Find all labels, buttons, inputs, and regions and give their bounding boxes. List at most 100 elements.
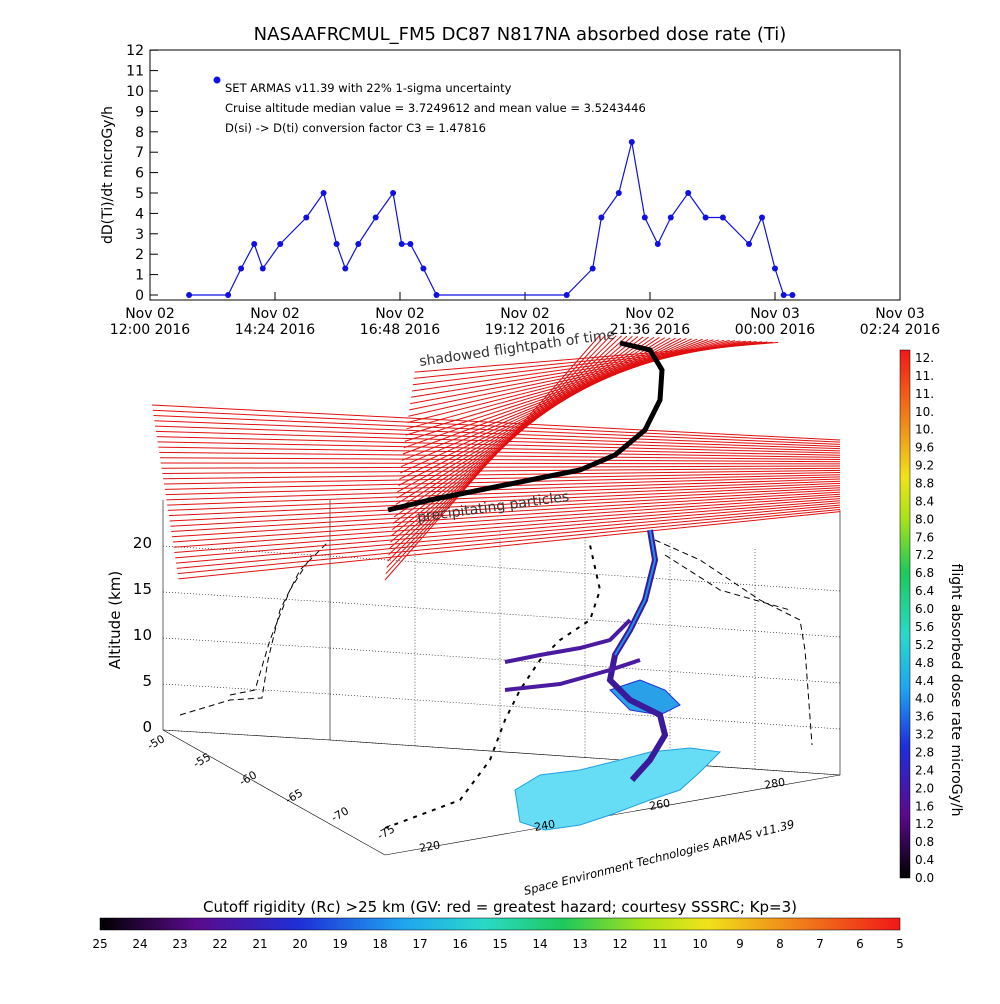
top-y-tick-label: 8: [135, 125, 144, 141]
top-x-tick-date: Nov 02: [375, 306, 425, 322]
grid-line: [162, 591, 331, 603]
top-y-tick-label: 4: [135, 206, 144, 222]
hazard-plane-line: [173, 498, 841, 548]
hazard-plane-line: [162, 467, 841, 475]
grid-line: [162, 545, 331, 557]
hazard-plane-line: [167, 482, 841, 511]
grid-line: [162, 637, 331, 649]
grid-line: [329, 647, 841, 684]
hazard-plane-line: [163, 472, 841, 485]
altitude-tick-label: 20: [133, 534, 152, 552]
dose-rate-point: [259, 265, 266, 272]
colorbar-tick-label: 3.6: [915, 710, 934, 724]
colorbar-tick-label: 4.0: [915, 692, 934, 706]
legend-line-1: SET ARMAS v11.39 with 22% 1-sigma uncert…: [225, 81, 512, 95]
top-y-tick-label: 9: [135, 104, 144, 120]
dose-colorbar-ramp: [899, 349, 911, 879]
top-y-tick-label: 10: [126, 84, 144, 100]
top-y-tick-label: 1: [135, 268, 144, 284]
dose-rate-point: [238, 265, 245, 272]
hazard-plane-line: [177, 508, 841, 575]
colorbar-tick-label: 6.0: [915, 602, 934, 616]
rigidity-tick-label: 17: [412, 937, 427, 951]
hazard-plane-line: [160, 462, 841, 465]
credit-text: Space Environment Technologies ARMAS v11…: [522, 817, 796, 898]
top-x-tick-date: Nov 02: [625, 306, 675, 322]
dose-rate-point: [628, 139, 635, 145]
dose-rate-point: [759, 214, 765, 221]
colorbar-tick-label: 2.4: [915, 763, 934, 777]
rigidity-tick-label: 25: [92, 937, 107, 951]
colorbar-tick-label: 0.8: [915, 835, 934, 849]
colorbar-tick-label: 1.6: [915, 799, 934, 813]
hazard-plane-line: [159, 457, 841, 463]
top-x-tick-time: 21:36 2016: [610, 322, 691, 338]
dose-colorbar-label: flight absorbed dose rate microGy/h: [948, 564, 964, 817]
colorbar-tick-label: 9.2: [915, 459, 934, 473]
altitude-axis-label: Altitude (km): [106, 571, 124, 669]
dose-rate-point: [372, 214, 379, 221]
colorbar-tick-label: 11.: [915, 387, 934, 401]
hazard-plane-line: [172, 495, 841, 543]
colorbar-tick-label: 6.4: [915, 584, 934, 598]
dose-rate-point: [398, 241, 405, 247]
dose-rate-point: [746, 241, 752, 247]
flightpath-right-shadow: [654, 539, 813, 746]
top-y-tick-label: 12: [126, 43, 144, 59]
top-x-tick-date: Nov 02: [500, 306, 550, 322]
legend-marker: [213, 76, 221, 84]
dose-rate-point: [589, 265, 596, 272]
latitude-tick-label: -65: [283, 786, 305, 806]
dose-rate-point: [615, 190, 622, 196]
colorbar-tick-label: 3.2: [915, 728, 934, 742]
colorbar-tick-label: 12.: [915, 351, 934, 365]
hazard-plane-line: [178, 511, 841, 580]
dose-rate-point: [563, 292, 570, 298]
rigidity-tick-label: 9: [736, 937, 744, 951]
dose-rate-point: [390, 190, 397, 196]
rigidity-tick-label: 10: [692, 937, 707, 951]
dose-rate-point: [225, 292, 232, 298]
colorbar-tick-label: 10.: [915, 405, 934, 419]
rigidity-tick-label: 8: [776, 937, 784, 951]
colorbar-tick-label: 4.8: [915, 656, 934, 670]
altitude-tick-label: 15: [133, 580, 152, 598]
dose-rate-point: [277, 241, 284, 247]
dose-rate-point: [355, 241, 362, 247]
altitude-tick-label: 10: [133, 626, 152, 644]
longitude-tick-label: 260: [648, 797, 671, 813]
latitude-tick-label: -75: [375, 822, 397, 842]
top-y-tick-label: 11: [126, 64, 144, 80]
colorbar-tick-label: 5.2: [915, 638, 934, 652]
legend-line-2: Cruise altitude median value = 3.7249612…: [225, 101, 646, 115]
top-x-tick-time: 19:12 2016: [485, 322, 566, 338]
dose-rate-series-line: [189, 141, 793, 296]
colorbar-tick-label: 4.4: [915, 674, 934, 688]
hazard-plane-line: [163, 469, 841, 480]
dose-rate-point: [251, 241, 258, 247]
legend-line-3: D(si) -> D(ti) conversion factor C3 = 1.…: [225, 121, 486, 135]
flight-3d-panel: shadowed flightpath of time precipitatin…: [106, 327, 841, 898]
hazard-plane-line: [152, 409, 841, 443]
colorbar-tick-label: 8.0: [915, 512, 934, 526]
hazard-plane-line: [166, 478, 841, 501]
rigidity-tick-label: 19: [332, 937, 347, 951]
shadowed-flightpath: [387, 340, 665, 513]
hazard-plane-line: [161, 465, 841, 469]
dose-rate-point: [420, 265, 427, 272]
colorbar-tick-label: 9.6: [915, 441, 934, 455]
hazard-plane-line: [171, 493, 841, 538]
dose-rate-point: [702, 214, 709, 221]
longitude-tick-label: 220: [418, 839, 441, 855]
dose-rate-point: [342, 265, 349, 272]
colorbar-tick-label: 7.6: [915, 530, 934, 544]
top-x-tick-time: 12:00 2016: [110, 322, 191, 338]
dose-rate-point: [333, 241, 340, 247]
chart-title: NASAAFRCMUL_FM5 DC87 N817NA absorbed dos…: [254, 24, 787, 45]
dose-rate-point: [433, 292, 440, 298]
top-y-tick-label: 2: [135, 247, 144, 263]
hazard-plane-line: [169, 487, 841, 522]
hazard-plane-line: [170, 489, 841, 527]
rigidity-tick-label: 21: [252, 937, 267, 951]
rigidity-tick-label: 14: [532, 937, 547, 951]
